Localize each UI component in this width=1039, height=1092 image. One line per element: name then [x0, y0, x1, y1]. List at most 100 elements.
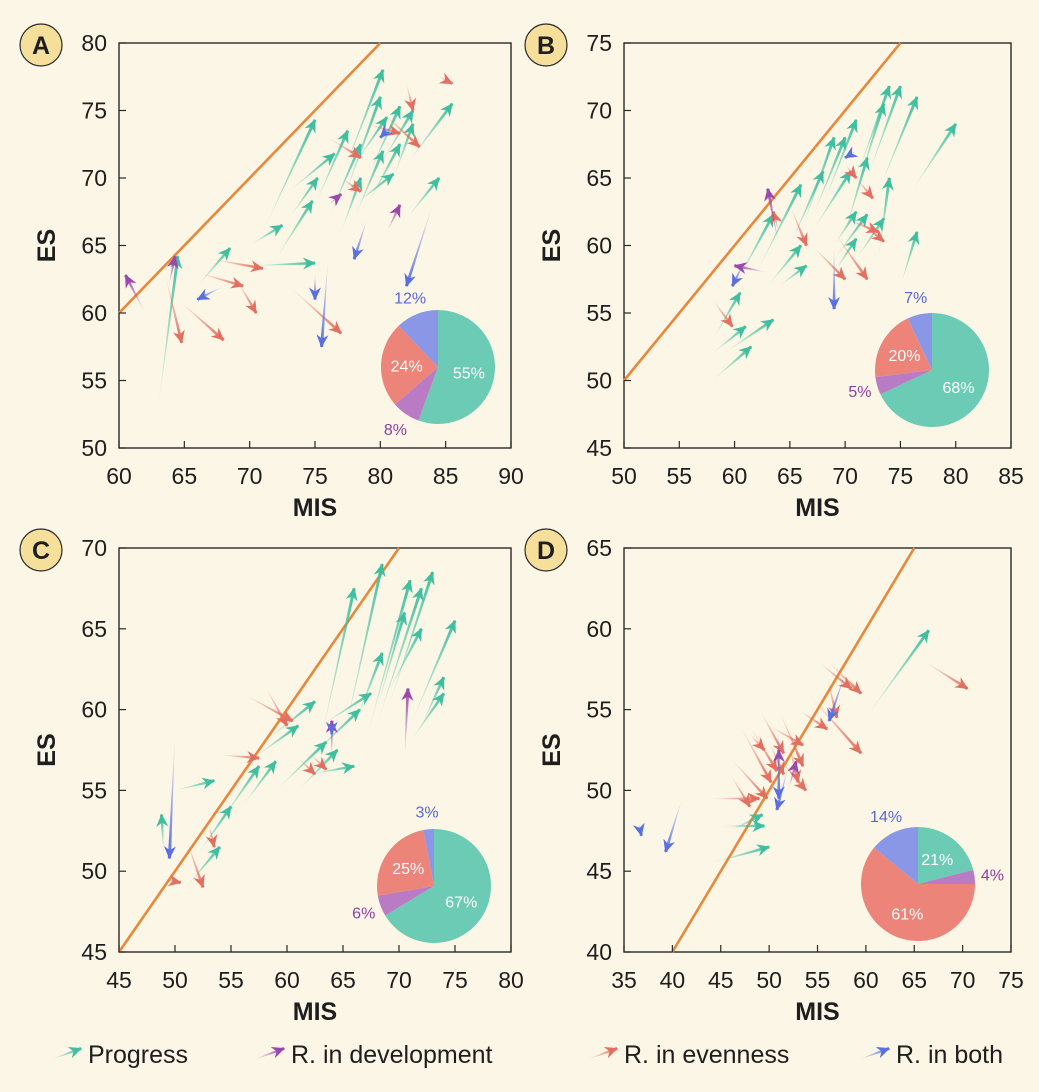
arrow-head — [832, 266, 846, 280]
pie-label-evenness: 20% — [889, 348, 921, 365]
arrow-head — [835, 136, 847, 151]
pie-slice-both — [423, 829, 434, 886]
arrow-trail — [124, 274, 146, 314]
arrow-head — [824, 136, 836, 151]
arrow-head — [388, 143, 401, 158]
arrow-trail — [664, 798, 683, 853]
arrow-progress — [354, 150, 385, 219]
arrow-trail — [186, 838, 205, 888]
pie-label-evenness: 25% — [392, 861, 424, 878]
arrow-trail — [911, 123, 958, 192]
arrow-head — [916, 629, 930, 644]
arrow-head — [860, 185, 874, 200]
panel-b: 50 55 60 65 70 75 80 8545505560657075MISESB68%5… — [524, 23, 1024, 522]
arrow-head — [432, 692, 445, 707]
pie-slice-progress — [918, 827, 974, 884]
arrow-trail — [878, 177, 891, 259]
arrow-evenness — [798, 709, 829, 731]
y-tick-label: 60 — [81, 697, 107, 723]
pie-label-development: 8% — [384, 422, 407, 439]
legend-arrow-evenness — [586, 1046, 618, 1060]
arrow-head — [210, 327, 225, 341]
arrow-head — [855, 213, 869, 228]
arrow-both — [352, 218, 368, 260]
panel-c: 45 50 55 60 65 70 75 80 45 50 55 60 65 70 MIS ES C 67% 6% 2… — [19, 528, 524, 1026]
arrow-progress — [730, 813, 764, 831]
panel-label-circle — [19, 528, 63, 572]
arrow-evenness — [811, 245, 847, 281]
arrow-progress — [856, 102, 886, 192]
panel-label-circle — [19, 23, 63, 67]
arrow-head — [907, 231, 920, 246]
y-tick-label: 60 — [81, 300, 107, 326]
arrow-trail — [386, 204, 402, 232]
arrow-evenness — [309, 753, 328, 771]
arrow-head — [827, 707, 839, 722]
arrow-head — [788, 244, 802, 259]
arrow-evenness — [264, 685, 289, 727]
arrow-evenness — [164, 272, 185, 344]
diagonal-line — [118, 42, 382, 314]
pie-label-progress: 67% — [445, 894, 477, 911]
y-tick-label: 65 — [586, 535, 612, 561]
arrow-evenness — [186, 838, 205, 889]
arrow-trail — [421, 676, 446, 726]
arrow-head — [386, 124, 401, 136]
arrow-trail — [777, 725, 781, 799]
pie-label-both: 14% — [870, 809, 902, 826]
arrow-trail — [867, 85, 902, 179]
x-tick-label: 75 — [302, 463, 328, 489]
legend-item-both: R. in both — [858, 1041, 1003, 1069]
arrow-head — [870, 229, 885, 243]
arrow-head — [268, 224, 284, 237]
arrow-trail — [638, 822, 643, 836]
x-tick-label: 70 — [950, 967, 976, 993]
arrow-head — [279, 709, 294, 722]
arrow-head — [864, 221, 880, 234]
arrow-trail — [410, 692, 446, 742]
arrow-development — [386, 204, 402, 232]
arrow-head — [848, 740, 862, 754]
x-axis-label: MIS — [293, 494, 337, 522]
arrow-trail — [730, 774, 752, 808]
arrow-progress — [253, 724, 300, 759]
arrow-head — [846, 119, 858, 134]
arrow-trail — [376, 587, 423, 726]
arrow-head — [848, 680, 862, 695]
arrow-head — [193, 874, 205, 889]
arrow-head — [300, 200, 314, 215]
arrow-progress — [315, 129, 350, 205]
arrow-head — [754, 785, 768, 800]
arrow-head — [350, 143, 362, 158]
arrow-development — [733, 262, 768, 275]
arrow-trail — [404, 205, 433, 287]
x-tick-label: 65 — [172, 463, 198, 489]
legend-arrow-trail — [253, 1047, 285, 1060]
legend-arrow-trail — [586, 1047, 618, 1060]
arrow-progress — [186, 845, 222, 888]
arrow-progress — [712, 345, 753, 381]
arrow-trail — [262, 119, 317, 232]
arrow-trail — [315, 130, 350, 205]
arrow-head — [350, 177, 363, 192]
x-tick-label: 60 — [274, 967, 300, 993]
arrow-trail — [354, 652, 384, 726]
arrow-head — [347, 179, 362, 193]
arrow-trail — [186, 845, 222, 888]
pie-slice-progress — [385, 829, 491, 943]
arrow-progress — [367, 105, 402, 179]
arrow-head — [944, 123, 957, 138]
pie-slice-development — [394, 367, 438, 421]
pie-slice-development — [918, 869, 975, 884]
pie-slice-evenness — [381, 325, 438, 405]
y-tick-label: 45 — [586, 858, 612, 884]
pie-label-development: 4% — [981, 868, 1004, 885]
arrow-trail — [900, 231, 919, 286]
arrow-evenness — [219, 751, 260, 764]
x-axis-label: MIS — [795, 998, 839, 1026]
panel-label-circle — [524, 23, 568, 67]
arrow-trail — [219, 754, 260, 760]
arrow-progress — [219, 765, 261, 823]
pie-slice-both — [874, 827, 918, 884]
arrow-head — [380, 173, 395, 187]
